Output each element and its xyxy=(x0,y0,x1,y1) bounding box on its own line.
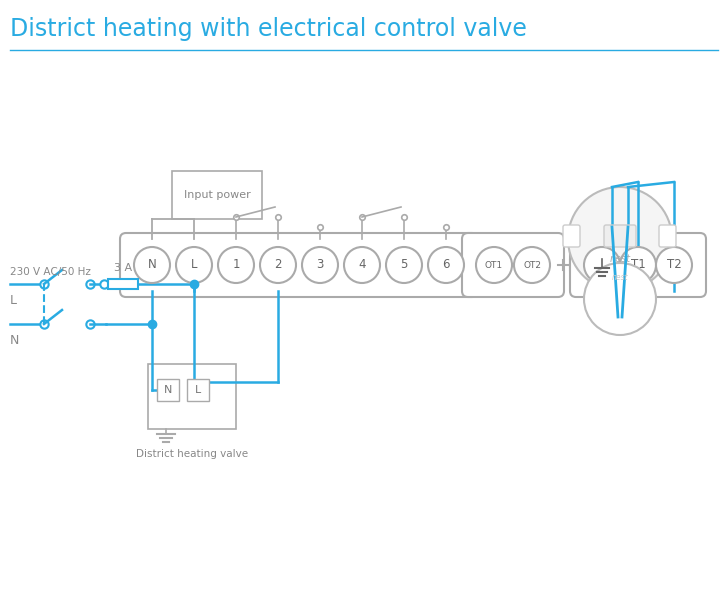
Circle shape xyxy=(218,247,254,283)
Circle shape xyxy=(386,247,422,283)
Text: District heating valve: District heating valve xyxy=(136,449,248,459)
Circle shape xyxy=(620,247,656,283)
Text: L: L xyxy=(191,258,197,271)
Text: 6: 6 xyxy=(442,258,450,271)
FancyBboxPatch shape xyxy=(659,225,676,247)
Text: N: N xyxy=(10,333,20,346)
Text: Input power: Input power xyxy=(183,190,250,200)
Circle shape xyxy=(584,247,620,283)
FancyBboxPatch shape xyxy=(172,171,262,219)
FancyBboxPatch shape xyxy=(157,379,179,401)
Text: OT2: OT2 xyxy=(523,261,541,270)
Text: 5: 5 xyxy=(400,258,408,271)
Circle shape xyxy=(428,247,464,283)
Text: L: L xyxy=(10,293,17,307)
Circle shape xyxy=(568,187,672,291)
Text: N: N xyxy=(164,385,173,395)
Circle shape xyxy=(302,247,338,283)
Circle shape xyxy=(476,247,512,283)
Text: 1: 1 xyxy=(232,258,240,271)
Text: 3: 3 xyxy=(316,258,324,271)
FancyBboxPatch shape xyxy=(187,379,209,401)
FancyBboxPatch shape xyxy=(148,364,236,429)
FancyBboxPatch shape xyxy=(604,225,636,247)
Text: nest: nest xyxy=(612,273,628,282)
Circle shape xyxy=(134,247,170,283)
Circle shape xyxy=(260,247,296,283)
Text: 12 V: 12 V xyxy=(606,305,634,318)
Text: N: N xyxy=(148,258,157,271)
Text: L: L xyxy=(195,385,201,395)
Text: 3 A: 3 A xyxy=(114,263,132,273)
FancyBboxPatch shape xyxy=(120,233,478,297)
Text: 230 V AC/50 Hz: 230 V AC/50 Hz xyxy=(10,267,91,277)
Text: 4: 4 xyxy=(358,258,365,271)
Text: District heating with electrical control valve: District heating with electrical control… xyxy=(10,17,527,41)
Text: 2: 2 xyxy=(274,258,282,271)
Circle shape xyxy=(514,247,550,283)
Text: nest: nest xyxy=(609,254,630,264)
Text: T1: T1 xyxy=(630,258,646,271)
Text: OT1: OT1 xyxy=(485,261,503,270)
Circle shape xyxy=(176,247,212,283)
FancyBboxPatch shape xyxy=(462,233,564,297)
FancyBboxPatch shape xyxy=(563,225,580,247)
Circle shape xyxy=(584,263,656,335)
FancyBboxPatch shape xyxy=(570,233,706,297)
FancyBboxPatch shape xyxy=(108,279,138,289)
Text: T2: T2 xyxy=(667,258,681,271)
Circle shape xyxy=(656,247,692,283)
Circle shape xyxy=(344,247,380,283)
